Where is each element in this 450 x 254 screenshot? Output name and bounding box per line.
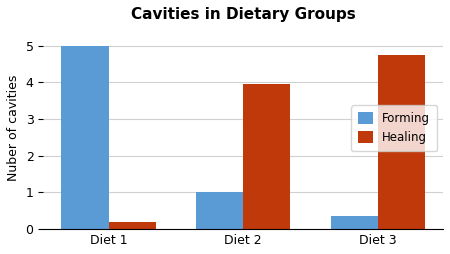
Title: Cavities in Dietary Groups: Cavities in Dietary Groups — [131, 7, 356, 22]
Bar — [61, 46, 108, 229]
Bar — [108, 222, 156, 229]
Y-axis label: Nuber of cavities: Nuber of cavities — [7, 75, 20, 181]
Legend: Forming, Healing: Forming, Healing — [351, 105, 437, 151]
Bar — [378, 55, 425, 229]
Bar — [196, 193, 243, 229]
Bar — [243, 84, 290, 229]
Bar — [331, 216, 378, 229]
